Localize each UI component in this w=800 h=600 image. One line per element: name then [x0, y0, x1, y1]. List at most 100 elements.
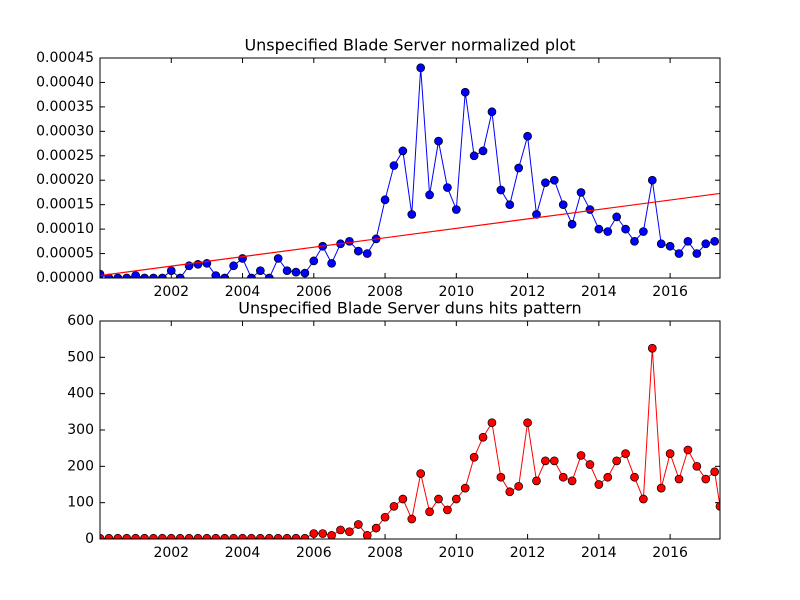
data-point — [612, 456, 622, 466]
y-tick-label: 0.00010 — [36, 221, 94, 237]
data-point — [220, 533, 230, 539]
data-point — [674, 249, 684, 258]
data-point — [514, 163, 524, 173]
data-point — [603, 472, 613, 482]
data-point — [353, 520, 363, 529]
data-point — [434, 136, 443, 146]
data-point — [443, 505, 452, 515]
y-tick-label: 400 — [67, 386, 94, 402]
data-point — [175, 273, 185, 278]
data-point — [327, 531, 336, 539]
data-point — [576, 451, 586, 460]
y-tick-label: 0.00020 — [36, 172, 94, 188]
y-tick-label: 0.00025 — [36, 148, 94, 164]
y-tick-label: 0.00045 — [36, 50, 94, 66]
data-point — [692, 249, 702, 258]
data-point — [282, 533, 292, 539]
data-point — [211, 271, 221, 278]
data-point — [318, 529, 328, 538]
x-tick-label: 2014 — [581, 545, 617, 561]
data-point — [710, 467, 720, 477]
data-point — [451, 494, 461, 504]
data-point — [549, 456, 559, 466]
data-point — [647, 175, 657, 185]
data-point — [229, 261, 238, 271]
data-point — [362, 249, 372, 258]
series-line — [100, 67, 715, 278]
data-point — [585, 460, 595, 469]
data-point — [247, 533, 256, 539]
x-tick-label: 2012 — [510, 284, 546, 300]
data-point — [220, 273, 230, 278]
data-point — [166, 533, 176, 539]
x-tick-label: 2006 — [296, 545, 332, 561]
data-point — [496, 472, 506, 482]
data-point — [460, 87, 470, 97]
y-tick-label: 0.00030 — [36, 123, 94, 139]
y-tick-label: 200 — [67, 458, 94, 474]
data-point — [255, 533, 265, 539]
x-tick-label: 2008 — [367, 284, 403, 300]
data-point — [549, 175, 559, 185]
x-tick-label: 2010 — [439, 284, 475, 300]
data-point — [621, 449, 630, 458]
data-point — [113, 273, 123, 278]
data-point — [362, 531, 372, 539]
data-point — [594, 480, 604, 489]
data-point — [122, 533, 132, 539]
y-tick-label: 0.00040 — [36, 74, 94, 90]
y-tick-label: 300 — [67, 422, 94, 438]
data-point — [443, 183, 452, 192]
data-point — [710, 236, 720, 246]
y-tick-label: 0 — [85, 531, 94, 547]
data-point — [541, 178, 550, 188]
x-tick-label: 2016 — [652, 284, 688, 300]
chart-title: Unspecified Blade Server duns hits patte… — [238, 299, 581, 318]
data-point — [665, 449, 675, 458]
x-tick-label: 2008 — [367, 545, 403, 561]
data-point — [416, 63, 426, 73]
data-point — [389, 161, 399, 170]
data-point — [158, 273, 167, 278]
data-point — [478, 432, 488, 442]
data-point — [291, 533, 301, 539]
data-point — [425, 190, 434, 200]
data-point — [407, 210, 417, 219]
data-point — [193, 259, 203, 269]
data-point — [567, 219, 577, 229]
x-tick-label: 2016 — [652, 545, 688, 561]
data-point — [505, 487, 515, 497]
data-point — [282, 266, 292, 276]
data-point — [451, 205, 461, 214]
data-point — [639, 227, 648, 236]
x-tick-label: 2012 — [510, 545, 546, 561]
data-point — [264, 273, 274, 278]
data-point — [100, 533, 105, 539]
data-point — [692, 461, 702, 471]
data-point — [594, 224, 604, 234]
data-point — [345, 236, 354, 246]
chart-title: Unspecified Blade Server normalized plot — [244, 36, 575, 55]
data-point — [478, 146, 488, 156]
data-point — [184, 533, 194, 539]
data-point — [630, 472, 639, 482]
y-tick-label: 500 — [67, 349, 94, 365]
data-point — [683, 445, 693, 455]
data-point — [567, 476, 577, 486]
data-point — [541, 456, 550, 466]
x-tick-label: 2002 — [153, 284, 189, 300]
x-tick-label: 2004 — [225, 545, 261, 561]
y-tick-label: 0.00000 — [36, 270, 94, 286]
data-point — [514, 481, 524, 491]
data-point — [389, 501, 399, 511]
data-point — [630, 236, 639, 246]
trend-line — [100, 192, 720, 277]
data-point — [523, 131, 532, 141]
data-point — [380, 512, 390, 522]
data-point — [175, 533, 185, 539]
data-point — [158, 533, 167, 539]
data-point — [603, 227, 613, 236]
x-tick-label: 2004 — [225, 284, 261, 300]
data-point — [264, 533, 274, 539]
